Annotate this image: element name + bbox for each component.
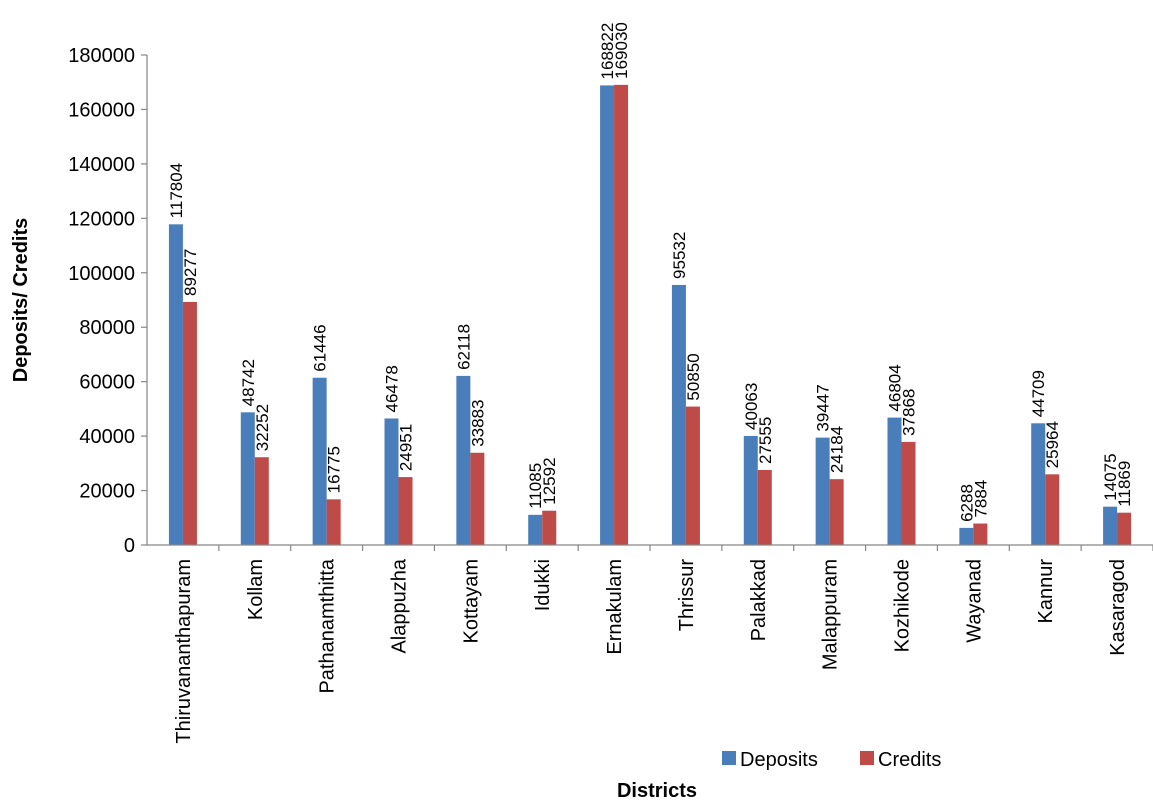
bar-deposits [887,417,902,545]
bar-credits [614,84,629,545]
data-label-deposits: 6288 [957,484,976,522]
bar-deposits [815,437,830,545]
data-label-credits: 24184 [828,426,847,473]
bar-deposits [959,527,974,545]
bar-deposits [528,514,543,545]
data-label-deposits: 48742 [239,359,258,406]
data-label-credits: 89277 [181,249,200,296]
bar-deposits [600,85,615,545]
x-category-label: Palakkad [748,559,770,641]
bar-deposits [1103,506,1118,545]
bar-credits [254,457,269,545]
bar-credits [685,406,700,545]
bar-credits [829,479,844,545]
data-label-credits: 12592 [540,457,559,504]
bar-deposits [1031,423,1046,545]
x-category-label: Kasaragod [1107,559,1129,656]
x-category-label: Ernakulam [604,559,626,655]
data-label-deposits: 168822 [598,23,617,80]
data-label-credits: 11869 [1115,461,1134,507]
data-label-deposits: 40063 [742,383,761,430]
data-label-credits: 24951 [397,424,416,471]
x-category-label: Kollam [245,559,267,620]
x-category-label: Kozhikode [892,559,914,652]
data-label-deposits: 39447 [814,384,833,431]
legend-swatch-deposits [722,751,736,765]
y-tick-label: 120000 [68,208,135,230]
data-label-deposits: 46804 [886,364,905,411]
x-category-label: Thiruvananthapuram [173,559,195,744]
data-label-deposits: 62118 [454,324,473,370]
x-category-label: Pathanamthitta [317,558,339,693]
bar-deposits [312,377,327,545]
bar-credits [542,510,557,545]
data-label-credits: 25964 [1043,421,1062,468]
legend-label-credits: Credits [878,749,941,771]
bars-group [168,84,1132,545]
legend-label-deposits: Deposits [740,749,818,771]
data-label-credits: 32252 [253,404,272,451]
data-label-deposits: 44709 [1029,370,1048,417]
y-tick-label: 60000 [79,372,135,394]
data-label-deposits: 61446 [311,324,330,371]
y-tick-label: 20000 [79,481,135,503]
y-axis-ticks: 0 20000 40000 60000 80000 100000 120000 140000 1… [68,45,135,557]
y-axis-title: Deposits/ Credits [10,218,32,382]
y-tick-label: 140000 [68,154,135,176]
data-label-credits: 27555 [756,417,775,464]
x-category-label: Thrissur [676,559,698,632]
y-tick-label: 0 [124,535,135,557]
bar-credits [1045,474,1060,545]
x-category-label: Kannur [1035,559,1057,624]
data-label-deposits: 14075 [1101,453,1120,500]
x-category-label: Kottayam [460,559,482,643]
axes-group [141,54,1153,551]
bar-deposits [456,375,471,545]
x-category-label: Wayanad [963,559,985,643]
data-label-credits: 50850 [684,353,703,400]
x-category-label: Alappuzha [389,558,411,653]
bar-credits [757,469,772,545]
x-axis-labels: Thiruvananthapuram Kollam Pathanamthitta Al… [173,558,1129,743]
data-label-credits: 37868 [900,389,919,436]
data-label-credits: 16775 [325,446,344,493]
y-tick-label: 40000 [79,426,135,448]
bar-credits [182,301,197,545]
bar-credits [973,523,988,545]
bar-deposits [671,284,686,545]
x-category-label: Idukki [532,559,554,611]
legend-swatch-credits [860,751,874,765]
y-tick-label: 160000 [68,99,135,121]
bar-deposits [384,418,399,545]
data-label-deposits: 11085 [526,463,545,509]
bar-deposits [240,412,255,545]
legend: Deposits Credits [722,749,941,771]
data-label-deposits: 117804 [167,163,186,218]
y-tick-label: 100000 [68,263,135,285]
data-label-credits: 169030 [612,22,631,79]
bar-credits [398,477,413,545]
bar-deposits [743,435,758,545]
data-label-deposits: 46478 [383,365,402,412]
data-label-credits: 7884 [971,480,990,518]
bar-credits [901,441,916,545]
bar-deposits [168,224,183,545]
x-category-label: Malappuram [820,559,842,670]
data-label-credits: 33883 [468,399,487,446]
y-tick-label: 180000 [68,45,135,67]
y-tick-label: 80000 [79,317,135,339]
bar-credits [470,452,485,545]
bar-credits [1117,512,1132,545]
data-label-deposits: 95532 [670,232,689,279]
x-axis-title: Districts [617,780,697,802]
bar-credits [326,499,341,545]
